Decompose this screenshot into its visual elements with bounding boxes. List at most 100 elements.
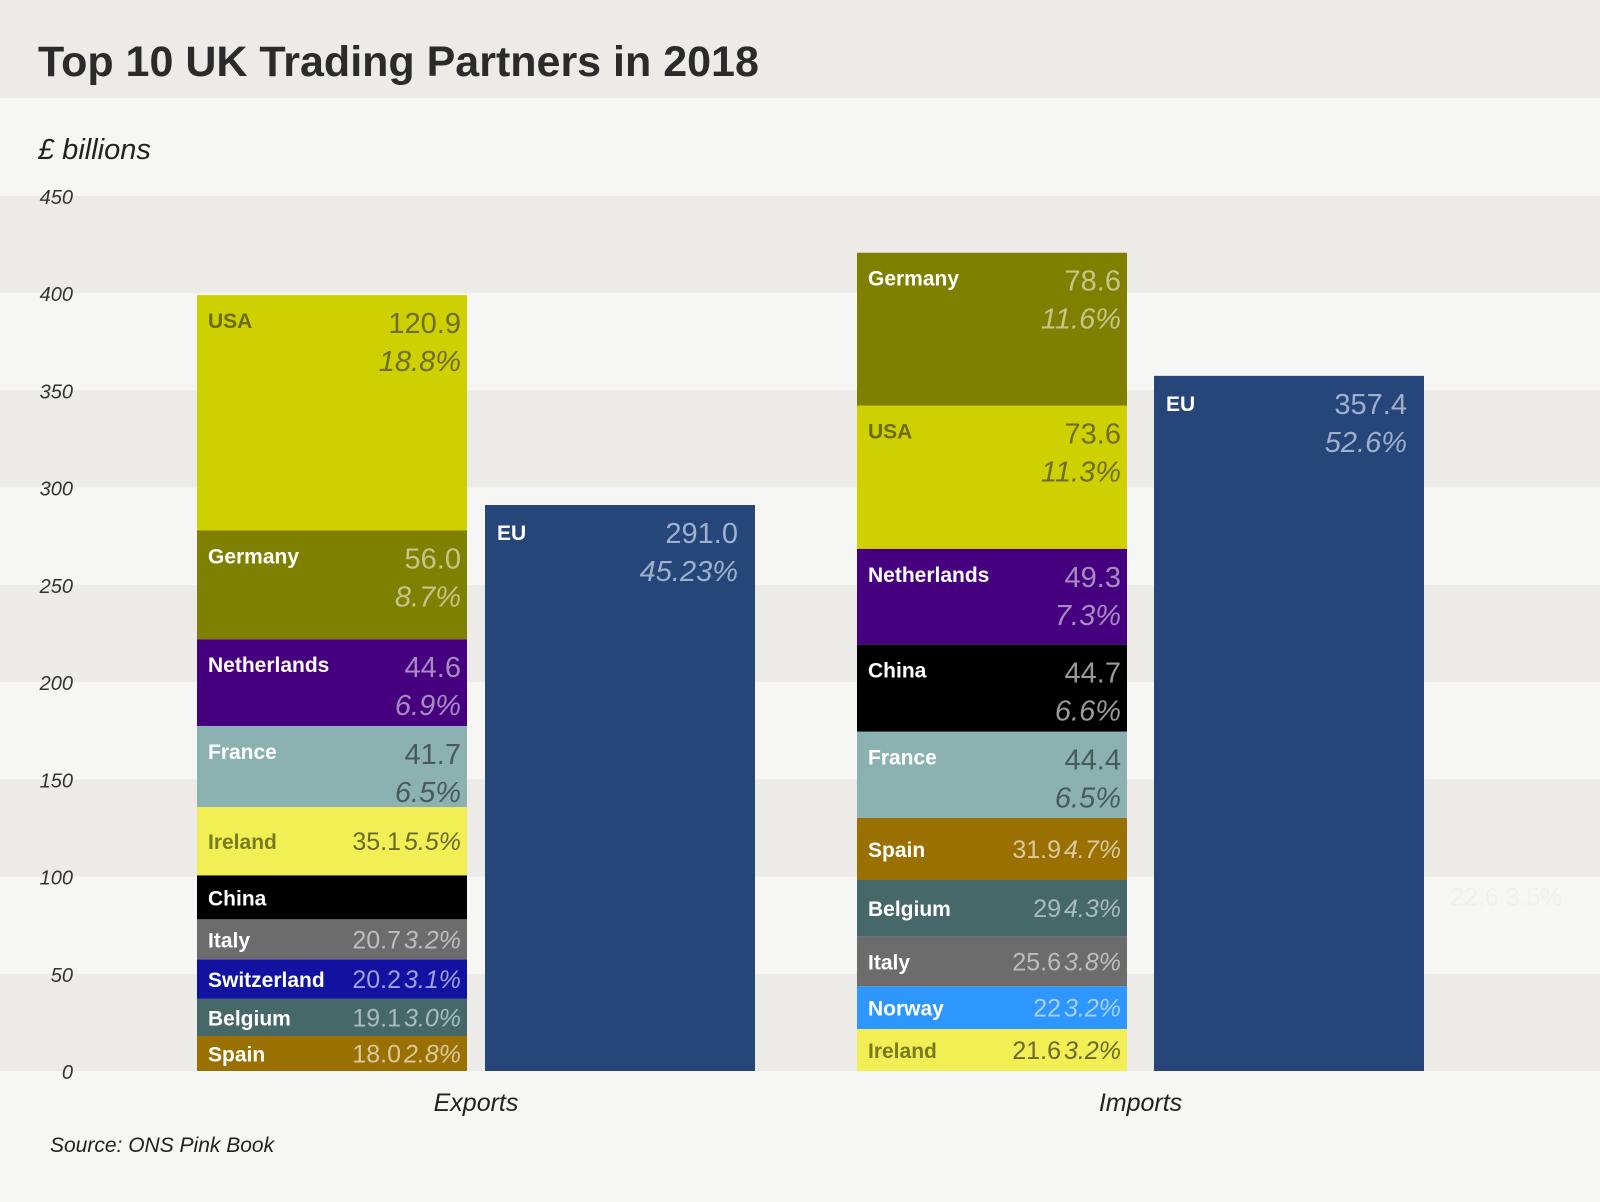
- segment-label: France: [208, 741, 277, 764]
- bar-segment-netherlands: [857, 548, 1127, 645]
- segment-label: USA: [868, 421, 912, 444]
- bar-eu: [485, 505, 755, 1071]
- segment-label: USA: [208, 310, 252, 333]
- y-tick-label: 200: [39, 673, 73, 695]
- segment-value: 25.6: [1012, 948, 1061, 976]
- segment-label: Germany: [868, 268, 959, 291]
- segment-value: 21.6: [1012, 1037, 1061, 1065]
- segment-percent: 3.2%: [1064, 995, 1121, 1023]
- segment-label: EU: [497, 522, 526, 545]
- y-tick-label: 450: [40, 187, 73, 209]
- segment-value: 291.0: [665, 518, 738, 550]
- segment-value: 44.7: [1065, 658, 1121, 690]
- segment-label: Italy: [208, 929, 250, 952]
- segment-label: Belgium: [868, 898, 951, 921]
- segment-label: EU: [1166, 393, 1195, 416]
- bar-segment-norway: [857, 986, 1127, 1029]
- y-tick-label: 100: [40, 868, 73, 890]
- bar-segment-belgium: [197, 998, 467, 1036]
- header-band: [0, 0, 1600, 98]
- segment-percent: 18.8%: [379, 346, 461, 378]
- bar-segment-italy: [857, 936, 1127, 987]
- segment-value: 18.0: [352, 1040, 401, 1068]
- segment-percent: 52.6%: [1325, 427, 1407, 459]
- segment-label: France: [868, 747, 937, 770]
- bar-segment-usa: [857, 405, 1127, 549]
- segment-percent: 3.2%: [1064, 1037, 1121, 1065]
- x-tick-label: Imports: [1099, 1089, 1182, 1117]
- bar-segment-ireland: [197, 807, 467, 876]
- segment-percent: 3.1%: [404, 966, 461, 994]
- segment-percent: 3.8%: [1064, 948, 1121, 976]
- bar-segment-switzerland: [197, 959, 467, 999]
- y-tick-label: 50: [51, 965, 73, 987]
- bar-eu: [1154, 375, 1424, 1071]
- segment-percent: 6.6%: [1055, 696, 1121, 728]
- bar-segment-spain: [857, 817, 1127, 881]
- chart-title: Top 10 UK Trading Partners in 2018: [38, 38, 759, 86]
- segment-value: 56.0: [405, 543, 461, 575]
- grid-band: [0, 195, 1600, 293]
- segment-label: China: [208, 887, 267, 910]
- y-tick-label: 150: [40, 770, 73, 792]
- bar-segment-germany: [857, 252, 1127, 406]
- y-tick-label: 0: [62, 1062, 73, 1084]
- segment-value: 20.7: [352, 926, 401, 954]
- segment-value: 49.3: [1065, 562, 1121, 594]
- bar-segment-spain: [197, 1035, 467, 1071]
- segment-percent: 11.3%: [1041, 457, 1121, 489]
- segment-percent: 3.0%: [404, 1004, 461, 1032]
- segment-value: 41.7: [405, 739, 461, 771]
- y-tick-label: 350: [40, 381, 73, 403]
- segment-percent: 4.3%: [1064, 895, 1121, 923]
- segment-label: Italy: [868, 951, 910, 974]
- segment-value: 357.4: [1334, 389, 1407, 421]
- segment-value: 44.6: [405, 652, 461, 684]
- segment-percent: 6.5%: [1055, 783, 1121, 815]
- segment-percent: 6.5%: [395, 777, 461, 809]
- segment-value: 20.2: [352, 966, 401, 994]
- segment-value: 31.9: [1012, 836, 1061, 864]
- segment-label: Spain: [868, 839, 925, 862]
- bar-segment-germany: [197, 530, 467, 640]
- bar-segment-china: [857, 644, 1127, 732]
- segment-label: Germany: [208, 545, 299, 568]
- segment-percent: 11.6%: [1041, 304, 1121, 336]
- segment-value: 44.4: [1065, 745, 1121, 777]
- bar-segment-france: [197, 725, 467, 808]
- segment-value: 29: [1033, 895, 1061, 923]
- segment-value: 73.6: [1065, 419, 1121, 451]
- segment-percent: 7.3%: [1055, 600, 1121, 632]
- segment-label: Switzerland: [208, 969, 325, 992]
- segment-label: Ireland: [868, 1040, 937, 1063]
- segment-percent: 4.7%: [1064, 836, 1121, 864]
- bar-segment-usa: [197, 295, 467, 531]
- y-tick-label: 250: [39, 576, 73, 598]
- segment-label: Belgium: [208, 1007, 291, 1030]
- x-tick-label: Exports: [434, 1089, 519, 1117]
- segment-percent: 6.9%: [395, 690, 461, 722]
- bar-segment-netherlands: [197, 639, 467, 726]
- bar-segment-ireland: [857, 1028, 1127, 1071]
- segment-value: 78.6: [1065, 266, 1121, 298]
- segment-label: China: [868, 660, 927, 683]
- segment-value: 19.1: [352, 1004, 401, 1032]
- segment-percent: 5.5%: [404, 828, 461, 856]
- y-axis-label: £ billions: [38, 134, 151, 166]
- segment-value: 22.6 3.5%: [1450, 883, 1563, 911]
- bar-segment-italy: [197, 919, 467, 960]
- segment-percent: 3.2%: [404, 926, 461, 954]
- bar-segment-france: [857, 731, 1127, 818]
- y-tick-label: 300: [40, 479, 73, 501]
- segment-value: 120.9: [388, 308, 461, 340]
- y-tick-label: 400: [40, 284, 73, 306]
- segment-percent: 8.7%: [395, 581, 461, 613]
- segment-value: 35.1: [352, 828, 401, 856]
- segment-percent: 45.23%: [640, 556, 738, 588]
- segment-label: Ireland: [208, 831, 277, 854]
- segment-label: Norway: [868, 998, 944, 1021]
- bar-segment-belgium: [857, 880, 1127, 937]
- segment-label: Netherlands: [868, 564, 989, 587]
- source-note: Source: ONS Pink Book: [50, 1134, 275, 1157]
